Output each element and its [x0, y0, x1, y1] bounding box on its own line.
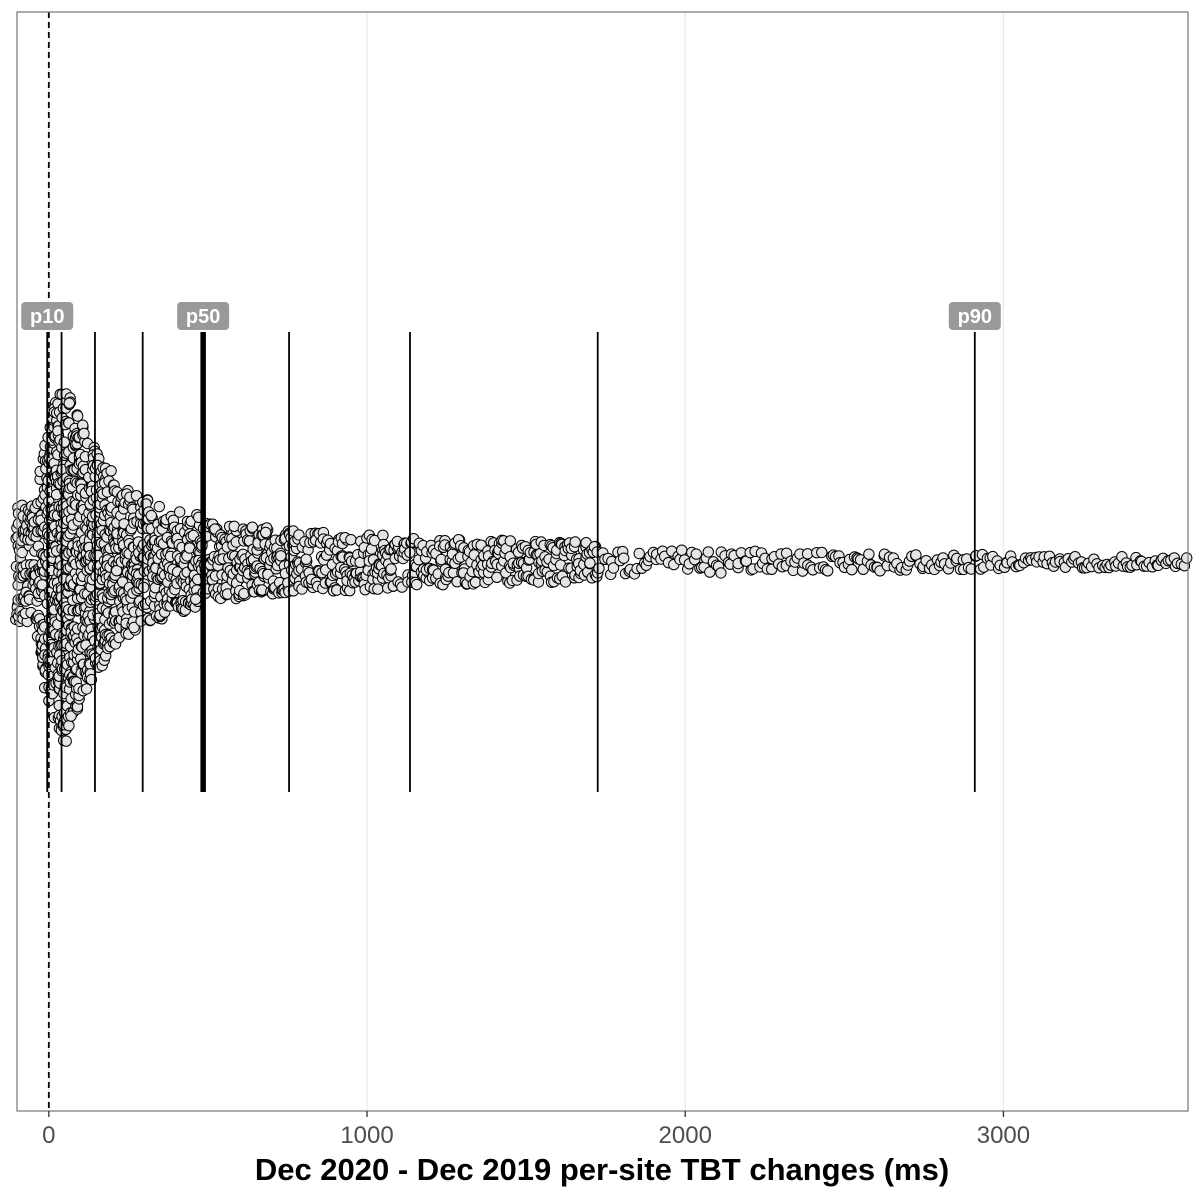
data-point	[72, 410, 84, 422]
data-point	[275, 550, 287, 562]
data-point	[145, 509, 158, 522]
data-point	[111, 565, 123, 577]
data-point	[372, 583, 384, 595]
data-point	[569, 536, 581, 548]
x-tick-label: 1000	[340, 1122, 393, 1149]
data-point	[676, 544, 688, 556]
x-tick-label: 3000	[977, 1122, 1030, 1149]
data-point	[65, 710, 77, 722]
percentile-badge-label: p50	[186, 306, 220, 328]
x-axis: 0 1000 2000 3000	[42, 1111, 1030, 1149]
data-point	[174, 506, 186, 518]
data-point	[85, 673, 98, 686]
data-point	[633, 547, 645, 560]
data-point	[78, 427, 90, 440]
data-point	[60, 735, 72, 747]
data-point	[715, 567, 727, 579]
data-point	[260, 526, 272, 539]
data-point	[300, 553, 312, 565]
x-axis-title: Dec 2020 - Dec 2019 per-site TBT changes…	[255, 1152, 949, 1187]
data-point	[822, 565, 834, 577]
data-point	[593, 562, 605, 574]
data-point	[816, 546, 828, 559]
data-point	[63, 397, 76, 409]
percentile-badge-label: p10	[30, 306, 64, 328]
data-point	[63, 720, 75, 732]
data-point	[377, 529, 389, 541]
data-point	[138, 581, 150, 594]
x-tick-label: 2000	[659, 1122, 712, 1149]
data-point	[702, 546, 714, 558]
data-point	[469, 576, 482, 588]
data-point	[345, 534, 357, 546]
data-point	[128, 621, 140, 634]
data-point	[411, 578, 423, 591]
x-tick-label: 0	[42, 1122, 55, 1149]
data-point	[105, 465, 117, 477]
data-point	[385, 563, 397, 575]
data-point	[863, 548, 875, 560]
data-point	[846, 564, 858, 576]
data-point	[690, 548, 702, 560]
data-point	[618, 552, 630, 564]
percentile-badge-label: p90	[958, 306, 992, 328]
data-point	[153, 500, 166, 513]
data-point	[80, 683, 93, 695]
data-point	[1181, 552, 1193, 564]
data-point	[584, 557, 596, 569]
